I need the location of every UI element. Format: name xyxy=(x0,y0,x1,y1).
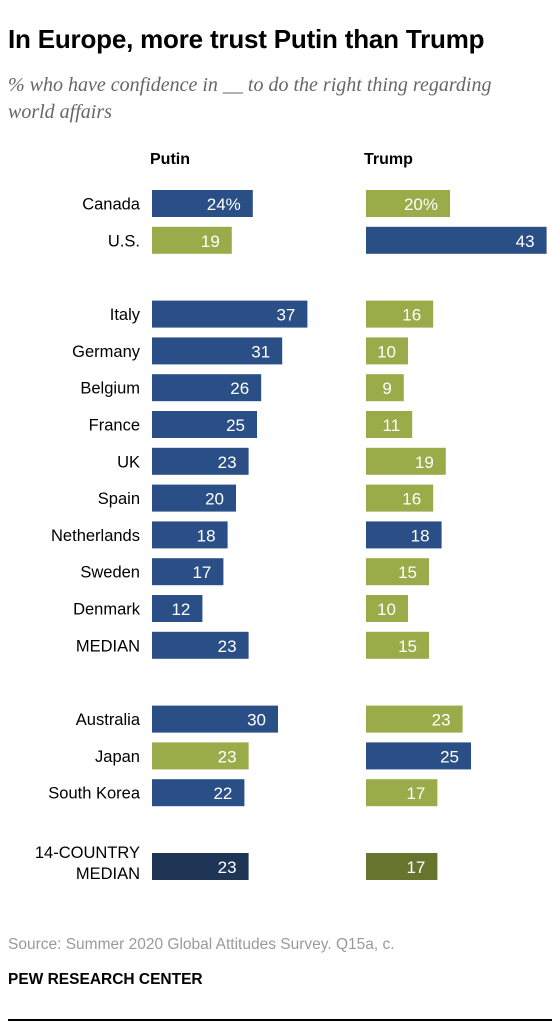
data-label: 20% xyxy=(404,195,438,214)
bar-putin-south-korea xyxy=(152,779,245,807)
bar-trump-belgium xyxy=(366,374,404,402)
data-label: 43 xyxy=(516,232,535,251)
bar-trump-netherlands xyxy=(366,521,442,549)
data-label: 18 xyxy=(411,526,430,545)
bar-putin-netherlands xyxy=(152,521,228,549)
bar-trump-germany xyxy=(366,337,408,365)
data-label: 9 xyxy=(382,379,391,398)
data-label: 26 xyxy=(230,379,249,398)
data-label: 16 xyxy=(402,306,421,325)
bar-putin-germany xyxy=(152,337,283,365)
data-label: 31 xyxy=(251,342,270,361)
category-label: Italy xyxy=(110,306,141,324)
data-label: 37 xyxy=(276,306,295,325)
data-label: 19 xyxy=(201,232,220,251)
category-label: Australia xyxy=(76,711,141,729)
category-label: U.S. xyxy=(108,232,140,250)
bar-trump-spain xyxy=(366,484,434,512)
data-label: 17 xyxy=(192,563,211,582)
bar-trump-australia xyxy=(366,705,463,733)
bar-putin-14-country-median xyxy=(152,853,249,880)
column-header-putin: Putin xyxy=(150,151,190,168)
category-label: Canada xyxy=(82,196,141,214)
data-label: 24% xyxy=(207,195,241,214)
bar-trump-south-korea xyxy=(366,779,438,807)
category-label: Sweden xyxy=(80,564,140,582)
bar-putin-australia xyxy=(152,705,278,733)
data-label: 25 xyxy=(226,416,245,435)
column-header-trump: Trump xyxy=(364,151,413,168)
bar-putin-u-s- xyxy=(152,226,232,254)
bar-putin-median xyxy=(152,631,249,659)
chart-title: In Europe, more trust Putin than Trump xyxy=(8,24,485,54)
bar-trump-italy xyxy=(366,300,434,328)
category-label: 14-COUNTRY MEDIAN xyxy=(35,844,140,883)
category-label: Netherlands xyxy=(51,527,140,545)
data-label: 22 xyxy=(213,784,232,803)
bar-putin-uk xyxy=(152,447,249,475)
data-label: 20 xyxy=(205,490,224,509)
data-label: 23 xyxy=(432,711,451,730)
bar-putin-sweden xyxy=(152,558,224,586)
bar-trump-14-country-median xyxy=(366,853,438,880)
category-label: Belgium xyxy=(80,380,140,398)
data-label: 11 xyxy=(383,416,401,435)
chart-area: Putin Trump Canada 24% 20% U.S. 19 43 Italy 37 16 G… xyxy=(35,151,547,883)
source-note: Source: Summer 2020 Global Attitudes Sur… xyxy=(8,936,395,953)
data-label: 18 xyxy=(197,526,216,545)
bar-trump-uk xyxy=(366,447,446,475)
bar-trump-u-s- xyxy=(366,226,547,254)
data-label: 17 xyxy=(406,858,425,877)
data-label: 30 xyxy=(247,711,266,730)
bar-putin-japan xyxy=(152,742,249,770)
data-label: 23 xyxy=(218,858,237,877)
bar-trump-denmark xyxy=(366,595,408,622)
bar-putin-belgium xyxy=(152,374,262,402)
bar-trump-canada xyxy=(366,190,450,217)
category-label: South Korea xyxy=(48,785,141,803)
category-label: Japan xyxy=(95,748,140,766)
data-label: 15 xyxy=(398,637,417,656)
data-label: 16 xyxy=(402,490,421,509)
category-label: Spain xyxy=(98,490,140,508)
chart-subtitle: % who have confidence in __ to do the ri… xyxy=(8,74,492,123)
bar-putin-denmark xyxy=(152,595,203,622)
data-label: 15 xyxy=(398,563,417,582)
data-label: 25 xyxy=(440,747,459,766)
bar-putin-france xyxy=(152,411,257,438)
bar-putin-spain xyxy=(152,484,236,512)
category-label: UK xyxy=(117,453,140,471)
bar-putin-italy xyxy=(152,300,308,328)
organization-name: PEW RESEARCH CENTER xyxy=(8,971,203,988)
bar-trump-sweden xyxy=(366,558,429,586)
data-label: 23 xyxy=(218,747,237,766)
data-label: 12 xyxy=(171,600,190,619)
bar-trump-france xyxy=(366,411,413,438)
footer-rule xyxy=(8,1019,552,1021)
category-label: MEDIAN xyxy=(76,637,140,655)
data-label: 10 xyxy=(377,600,396,619)
bar-trump-median xyxy=(366,631,429,659)
data-label: 19 xyxy=(415,453,434,472)
data-label: 17 xyxy=(406,784,425,803)
data-label: 23 xyxy=(218,453,237,472)
bar-putin-canada xyxy=(152,190,253,217)
category-label: Germany xyxy=(72,343,141,361)
category-label: Denmark xyxy=(73,601,141,619)
bar-trump-japan xyxy=(366,742,471,770)
data-label: 10 xyxy=(377,342,396,361)
category-label: France xyxy=(89,417,140,435)
data-label: 23 xyxy=(218,637,237,656)
